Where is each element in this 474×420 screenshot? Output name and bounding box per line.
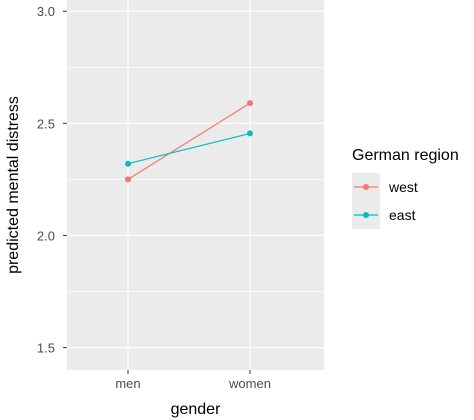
data-point-east: [247, 130, 253, 137]
legend-label: west: [388, 179, 418, 195]
legend-item-west: west: [352, 173, 418, 201]
series-line-west: [127, 102, 251, 180]
plot-panel: [67, 0, 324, 370]
y-tick-label: 2.5: [37, 116, 55, 131]
y-axis-title: predicted mental distress: [5, 96, 22, 274]
legend-title: German region: [352, 147, 459, 164]
data-point-east: [125, 160, 131, 167]
y-axis: 1.5 2.0 2.5 3.0: [37, 4, 67, 356]
legend-point: [363, 184, 369, 190]
legend-point: [363, 212, 369, 218]
x-axis: men women: [115, 370, 271, 391]
series-line-east: [127, 132, 251, 165]
data-point-west: [247, 100, 253, 107]
x-tick-label: men: [115, 376, 140, 391]
legend-item-east: east: [352, 201, 416, 229]
legend-label: east: [389, 207, 416, 223]
y-tick-label: 3.0: [37, 4, 55, 19]
series-layer: [125, 100, 253, 183]
x-tick-label: women: [228, 376, 271, 391]
x-axis-title: gender: [171, 401, 221, 418]
legend: German region west east: [352, 147, 459, 229]
y-tick-label: 1.5: [37, 341, 55, 356]
data-point-west: [125, 176, 131, 183]
gridlines: [67, 0, 324, 370]
y-tick-label: 2.0: [37, 228, 55, 243]
